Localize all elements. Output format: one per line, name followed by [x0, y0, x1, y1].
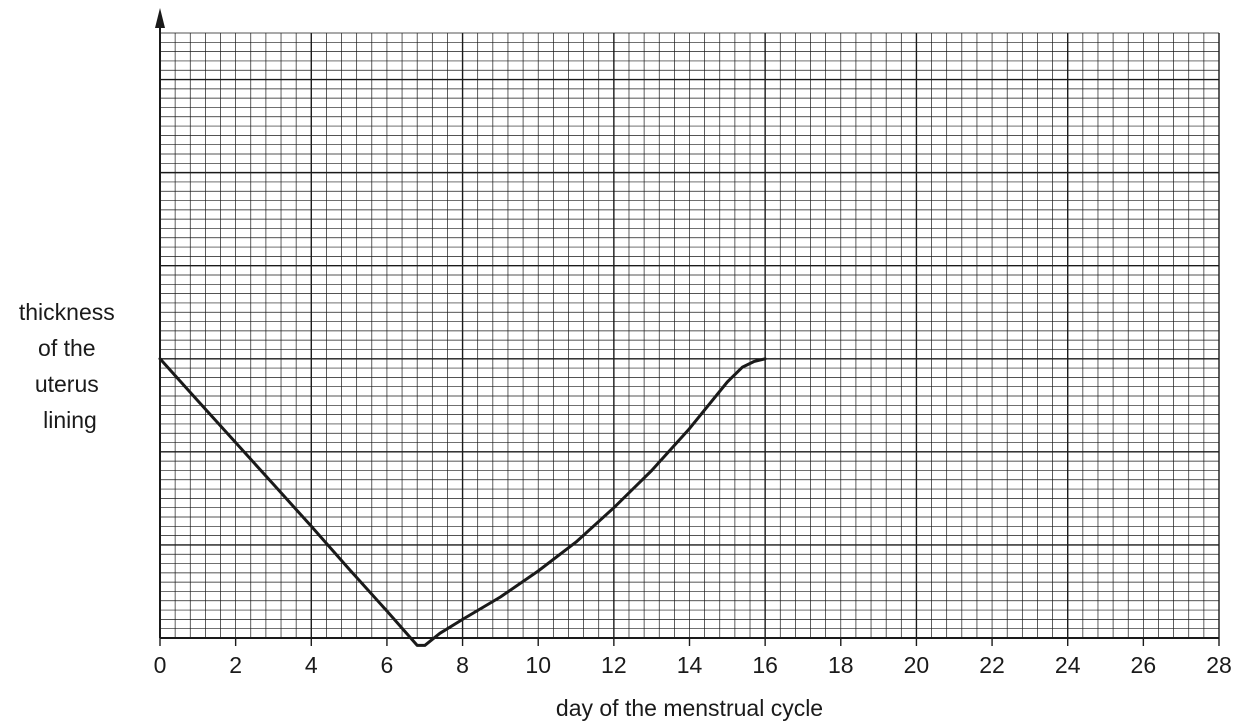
x-tick-label: 10: [525, 652, 551, 678]
y-axis-label: thickness of the uterus lining: [19, 299, 121, 433]
x-tick-marks: [159, 638, 1220, 646]
x-tick-label: 28: [1206, 652, 1232, 678]
y-axis-label-line: lining: [43, 407, 97, 433]
x-tick-label: 24: [1055, 652, 1081, 678]
y-axis-label-line: of the: [38, 335, 96, 361]
x-tick-labels: 0 2 4 6 8 10 12 14 16 18 20 22 24 26 28: [154, 652, 1232, 678]
y-axis-arrow-icon: [155, 8, 165, 28]
x-tick-label: 18: [828, 652, 854, 678]
y-axis-label-line: thickness: [19, 299, 115, 325]
x-tick-label: 16: [752, 652, 778, 678]
x-tick-label: 26: [1131, 652, 1157, 678]
x-axis-label: day of the menstrual cycle: [556, 695, 823, 721]
y-axis-label-line: uterus: [35, 371, 99, 397]
series-line: [158, 357, 767, 647]
x-tick-label: 4: [305, 652, 318, 678]
x-tick-label: 6: [381, 652, 394, 678]
x-tick-label: 14: [677, 652, 703, 678]
x-tick-label: 20: [904, 652, 930, 678]
x-tick-label: 12: [601, 652, 627, 678]
x-tick-label: 8: [456, 652, 469, 678]
x-tick-label: 2: [229, 652, 242, 678]
axes: [155, 8, 1219, 639]
grid-minor: [160, 32, 1219, 638]
x-tick-label: 0: [154, 652, 167, 678]
x-tick-label: 22: [979, 652, 1005, 678]
